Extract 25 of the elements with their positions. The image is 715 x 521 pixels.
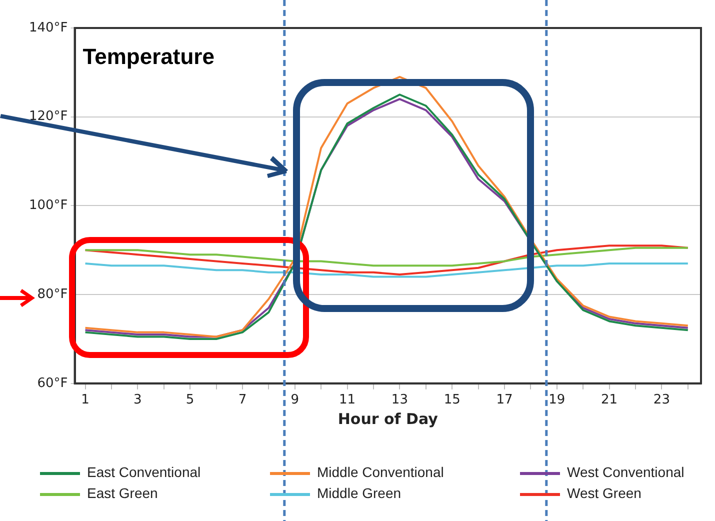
x-tick-label: 17 xyxy=(496,392,513,408)
legend-label: West Green xyxy=(567,485,642,501)
x-tick-label: 1 xyxy=(81,392,90,408)
x-tick-label: 21 xyxy=(601,392,618,408)
legend-label: West Conventional xyxy=(567,464,684,480)
x-tick-label: 19 xyxy=(548,392,566,408)
x-tick-label: 9 xyxy=(290,392,300,408)
x-tick-label: 7 xyxy=(238,392,247,408)
x-tick-label: 13 xyxy=(391,392,408,408)
legend-label: Middle Conventional xyxy=(317,464,444,480)
x-tick-label: 5 xyxy=(186,392,194,408)
y-tick-label: 140°F xyxy=(28,20,68,36)
y-tick-label: 120°F xyxy=(28,109,68,124)
x-tick-label: 15 xyxy=(444,392,460,408)
x-tick-label: 11 xyxy=(339,392,356,408)
legend-label: East Conventional xyxy=(87,464,201,480)
y-tick-label: 60°F xyxy=(37,376,68,391)
x-tick-label: 23 xyxy=(653,392,670,408)
legend-label: Middle Green xyxy=(317,485,402,501)
y-tick-label: 80°F xyxy=(37,286,68,302)
y-tick-label: 100°F xyxy=(28,198,68,214)
legend-label: East Green xyxy=(87,485,158,501)
text: Temperature xyxy=(82,44,214,69)
x-axis-title: Hour of Day xyxy=(338,410,438,428)
x-tick-label: 3 xyxy=(134,392,142,408)
